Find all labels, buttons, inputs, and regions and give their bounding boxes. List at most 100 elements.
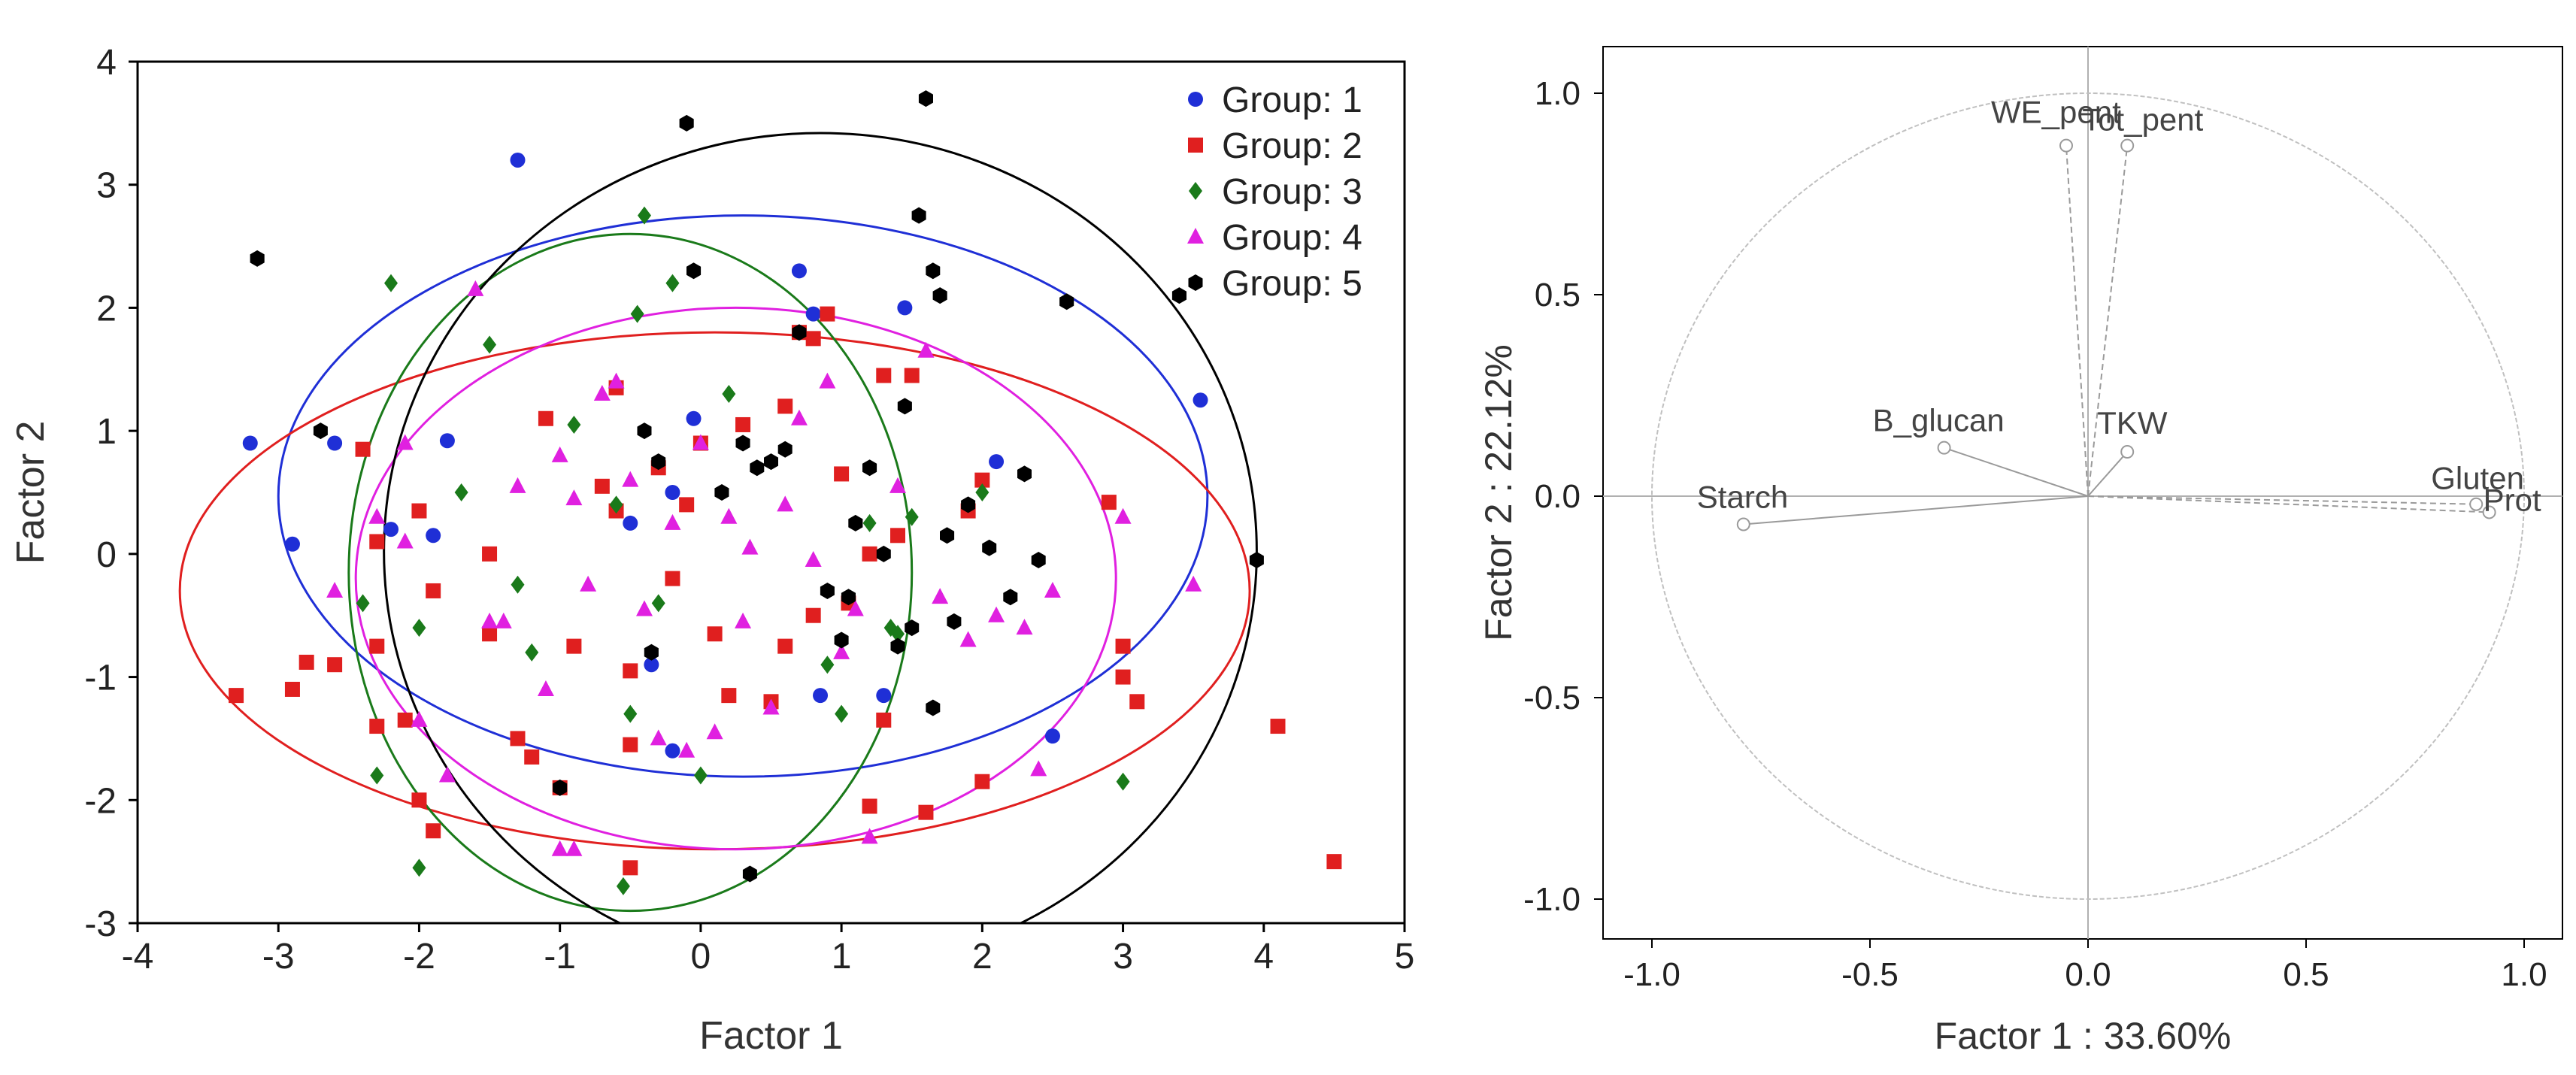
variable-label-tkw: TKW [2097, 405, 2168, 441]
data-point-group-4 [593, 385, 611, 401]
data-point-group-2 [707, 626, 723, 642]
legend-marker-group-2 [1188, 138, 1203, 153]
data-point-group-2 [805, 331, 821, 347]
data-point-group-5 [714, 484, 729, 501]
data-point-group-2 [1326, 854, 1342, 870]
x-tick-label: 2 [972, 937, 993, 977]
x-tick-label: 3 [1113, 937, 1133, 977]
data-point-group-1 [665, 743, 680, 759]
data-point-group-5 [876, 545, 891, 562]
data-point-group-4 [889, 477, 906, 493]
data-point-group-4 [917, 341, 935, 358]
data-point-group-2 [299, 654, 314, 670]
data-point-group-3 [511, 575, 525, 594]
data-point-group-4 [833, 643, 850, 659]
variable-label-tot_pent: Tot_pent [2082, 102, 2203, 138]
variable-label-gluten: Gluten [2431, 461, 2524, 496]
data-point-group-3 [616, 877, 630, 895]
data-point-group-2 [623, 663, 638, 679]
plot-frame [1602, 46, 2563, 940]
variable-label-b_glucan: B_glucan [1873, 403, 2005, 438]
data-point-group-4 [1030, 760, 1047, 777]
data-point-group-4 [537, 680, 554, 696]
data-point-group-1 [989, 454, 1005, 470]
legend-label-group-4: Group: 4 [1222, 218, 1362, 258]
data-point-group-4 [1044, 581, 1061, 598]
data-point-group-4 [762, 698, 780, 715]
data-point-group-3 [1116, 772, 1130, 791]
data-point-group-2 [834, 466, 850, 482]
data-point-group-1 [242, 435, 258, 451]
data-point-group-3 [370, 766, 384, 785]
data-point-group-2 [623, 737, 638, 752]
data-point-group-5 [553, 779, 568, 796]
data-point-group-2 [411, 503, 427, 519]
data-point-group-1 [426, 528, 441, 544]
y-tick-label: 1.0 [1535, 75, 1580, 112]
data-point-group-4 [678, 741, 696, 758]
data-point-group-4 [636, 600, 653, 616]
data-point-group-3 [567, 415, 581, 434]
x-tick-label: 1 [832, 937, 852, 977]
data-point-group-2 [426, 823, 441, 839]
data-point-group-2 [538, 410, 553, 426]
data-point-group-3 [483, 335, 497, 354]
data-point-group-4 [467, 280, 484, 296]
x-tick-label: 4 [1253, 937, 1274, 977]
data-point-group-2 [426, 583, 441, 598]
data-point-group-2 [890, 528, 905, 544]
data-point-group-4 [720, 507, 738, 524]
data-point-group-3 [722, 385, 736, 404]
data-point-group-2 [411, 792, 427, 808]
x-tick-label: -1.0 [1623, 956, 1680, 993]
x-tick-label: 1.0 [2501, 956, 2547, 993]
legend-label-group-3: Group: 3 [1222, 172, 1362, 212]
legend-marker-group-5 [1188, 274, 1203, 291]
y-tick-label: 3 [96, 166, 117, 206]
data-point-group-5 [932, 287, 947, 304]
y-tick-label: -0.5 [1523, 680, 1580, 716]
data-point-group-2 [594, 478, 610, 494]
legend-label-group-2: Group: 2 [1222, 126, 1362, 166]
data-point-group-2 [482, 626, 498, 642]
data-point-group-1 [383, 522, 399, 538]
data-point-group-3 [651, 594, 665, 613]
data-point-group-4 [735, 612, 752, 628]
y-tick-label: 2 [96, 289, 117, 329]
data-point-group-4 [509, 477, 526, 493]
data-point-group-5 [1017, 465, 1032, 483]
data-point-group-1 [805, 306, 821, 322]
data-point-group-4 [790, 409, 808, 425]
y-tick-label: 4 [96, 43, 117, 83]
data-point-group-3 [975, 483, 989, 501]
data-point-group-4 [861, 828, 878, 844]
loading-plot: -1.0 -0.5 0.0 0.5 1.0 -1.0 -0.5 0.0 0.5 1.0 Factor… [1477, 46, 2563, 1057]
loading-point-starch [1736, 517, 1750, 531]
data-point-group-3 [820, 656, 835, 674]
data-point-group-3 [862, 513, 877, 532]
data-point-group-3 [454, 483, 468, 501]
x-tick-label: -1 [544, 937, 576, 977]
data-point-group-2 [397, 712, 413, 728]
variable-label-prot: Prot [2484, 482, 2541, 517]
y-tick-label: -3 [84, 904, 117, 944]
data-point-group-4 [664, 513, 681, 530]
data-point-group-2 [735, 416, 751, 432]
data-point-group-3 [630, 304, 644, 323]
legend-label-group-5: Group: 5 [1222, 264, 1362, 304]
data-point-group-4 [551, 446, 568, 462]
legend-label-group-1: Group: 1 [1222, 80, 1362, 120]
confidence-ellipse-group-1 [277, 214, 1209, 778]
data-point-group-1 [439, 433, 455, 449]
legend-marker-group-3 [1189, 182, 1202, 200]
data-point-group-1 [665, 485, 680, 500]
data-point-group-5 [637, 422, 652, 440]
data-point-group-3 [412, 858, 426, 877]
data-point-group-4 [481, 612, 499, 628]
data-point-group-1 [813, 688, 829, 704]
data-point-group-2 [623, 860, 638, 876]
legend-marker-group-1 [1188, 92, 1203, 107]
y-axis-label: Factor 2 [9, 421, 53, 565]
loading-vector-b_glucan [1944, 447, 2089, 497]
plot-frame [136, 60, 1406, 925]
